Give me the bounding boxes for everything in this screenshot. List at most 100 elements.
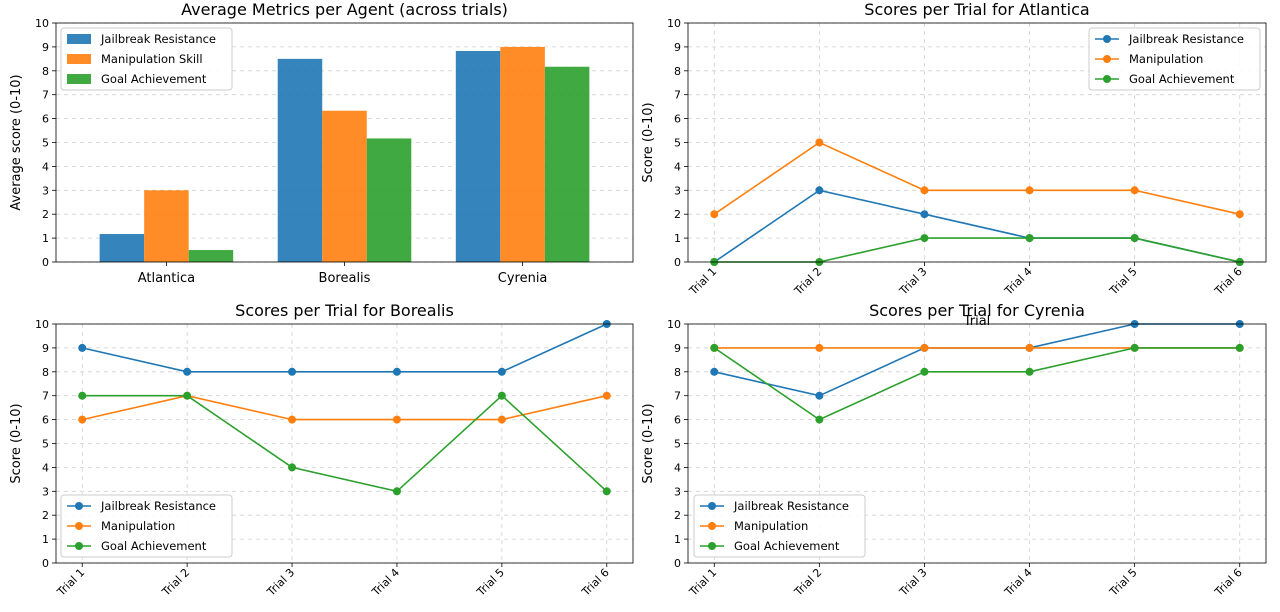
series-line (82, 394, 608, 493)
y-tick-label: 5 (674, 438, 681, 451)
y-tick-label: 8 (674, 65, 681, 78)
x-tick-label: Trial 1 (686, 566, 719, 599)
data-point (602, 487, 611, 496)
y-tick-label: 7 (674, 390, 681, 403)
legend-box (60, 27, 233, 91)
data-point (288, 415, 297, 424)
chart-title: Average Metrics per Agent (across trials… (181, 0, 508, 19)
y-tick-label: 3 (674, 184, 681, 197)
x-tick-label: Trial 2 (159, 566, 192, 599)
legend-marker (1103, 55, 1111, 63)
legend-label: Jailbreak Resistance (733, 499, 849, 513)
y-tick-label: 4 (42, 160, 49, 173)
legend: Jailbreak Resistance Manipulation Goal Ach… (60, 494, 233, 558)
legend-label: Manipulation (101, 519, 175, 533)
y-tick-label: 0 (42, 557, 49, 570)
legend-label: Goal Achievement (101, 72, 207, 86)
legend-label: Jailbreak Resistance (100, 32, 216, 46)
y-tick-label: 10 (35, 17, 49, 30)
legend: Jailbreak Resistance Manipulation Goal Ach… (693, 494, 866, 558)
legend-label: Manipulation (734, 519, 808, 533)
legend-marker (75, 502, 83, 510)
x-tick-label: Cyrenia (498, 271, 548, 286)
data-point (920, 210, 929, 219)
y-tick-label: 7 (42, 390, 49, 403)
x-tick-label: Trial 1 (686, 265, 719, 298)
data-point (392, 367, 401, 376)
y-tick-label: 5 (674, 137, 681, 150)
y-tick-label: 6 (42, 414, 49, 427)
legend-box (1088, 27, 1261, 91)
data-point (815, 391, 824, 400)
data-point (1025, 186, 1034, 195)
x-tick-label: Borealis (319, 271, 371, 286)
data-point (288, 367, 297, 376)
y-tick-label: 4 (674, 160, 681, 173)
x-tick-label: Trial 6 (1212, 566, 1245, 599)
x-tick-label: Trial 4 (369, 566, 402, 599)
legend-swatch (67, 34, 91, 44)
x-tick-label: Trial 5 (1107, 566, 1140, 599)
chart-0: 0 1 2 3 4 5 6 7 8 9 10 Atlantica Borealis Cyrenia Aver… (9, 0, 634, 286)
y-tick-label: 2 (42, 208, 49, 221)
chart-title: Scores per Trial for Cyrenia (869, 301, 1085, 320)
y-tick-label: 6 (674, 414, 681, 427)
y-tick-label: 10 (667, 318, 681, 331)
legend-label: Jailbreak Resistance (100, 499, 216, 513)
data-point (815, 415, 824, 424)
data-point (78, 391, 87, 400)
y-tick-label: 8 (42, 366, 49, 379)
y-tick-label: 9 (674, 342, 681, 355)
y-tick-label: 1 (674, 533, 681, 546)
bar (188, 250, 234, 262)
y-axis-label: Score (0-10) (641, 403, 656, 483)
legend-box (60, 494, 233, 558)
data-point (1235, 343, 1244, 352)
x-tick-label: Trial 3 (896, 265, 929, 298)
y-tick-label: 0 (674, 557, 681, 570)
data-point (288, 463, 297, 472)
bar (144, 190, 189, 262)
data-point (78, 343, 87, 352)
bar (544, 66, 590, 262)
axes-frame (687, 22, 1267, 263)
series-line (713, 189, 1240, 263)
legend-marker (1103, 35, 1111, 43)
y-tick-label: 9 (42, 41, 49, 54)
y-tick-label: 1 (42, 533, 49, 546)
bar (99, 234, 145, 262)
data-point (1130, 234, 1139, 243)
legend-swatch (67, 74, 91, 84)
legend-box (693, 494, 866, 558)
y-tick-label: 1 (674, 232, 681, 245)
bar (455, 50, 501, 263)
y-tick-label: 3 (42, 485, 49, 498)
y-tick-label: 7 (674, 89, 681, 102)
y-tick-label: 6 (42, 113, 49, 126)
y-tick-label: 5 (42, 137, 49, 150)
legend-label: Goal Achievement (1129, 72, 1235, 86)
x-tick-label: Trial 1 (54, 566, 87, 599)
data-point (920, 234, 929, 243)
x-tick-label: Trial 3 (896, 566, 929, 599)
y-tick-label: 0 (674, 256, 681, 269)
y-tick-label: 1 (42, 232, 49, 245)
data-point (183, 367, 192, 376)
x-tick-label: Trial 5 (1107, 265, 1140, 298)
legend-marker (708, 542, 716, 550)
legend-marker (708, 502, 716, 510)
data-point (392, 487, 401, 496)
data-point (1025, 367, 1034, 376)
x-tick-label: Trial 4 (1001, 265, 1034, 298)
bar (500, 46, 545, 263)
data-point (815, 186, 824, 195)
y-tick-label: 8 (42, 65, 49, 78)
series-line (713, 141, 1240, 215)
data-point (815, 343, 824, 352)
legend-label: Manipulation (1129, 52, 1203, 66)
series-line (82, 323, 608, 373)
x-axis-label: Trial (963, 314, 991, 329)
chart-2: 0 1 2 3 4 5 6 7 8 9 10 Trial 1 Trial 2 Trial 3 Trial 4… (9, 301, 634, 599)
legend-label: Goal Achievement (734, 539, 840, 553)
